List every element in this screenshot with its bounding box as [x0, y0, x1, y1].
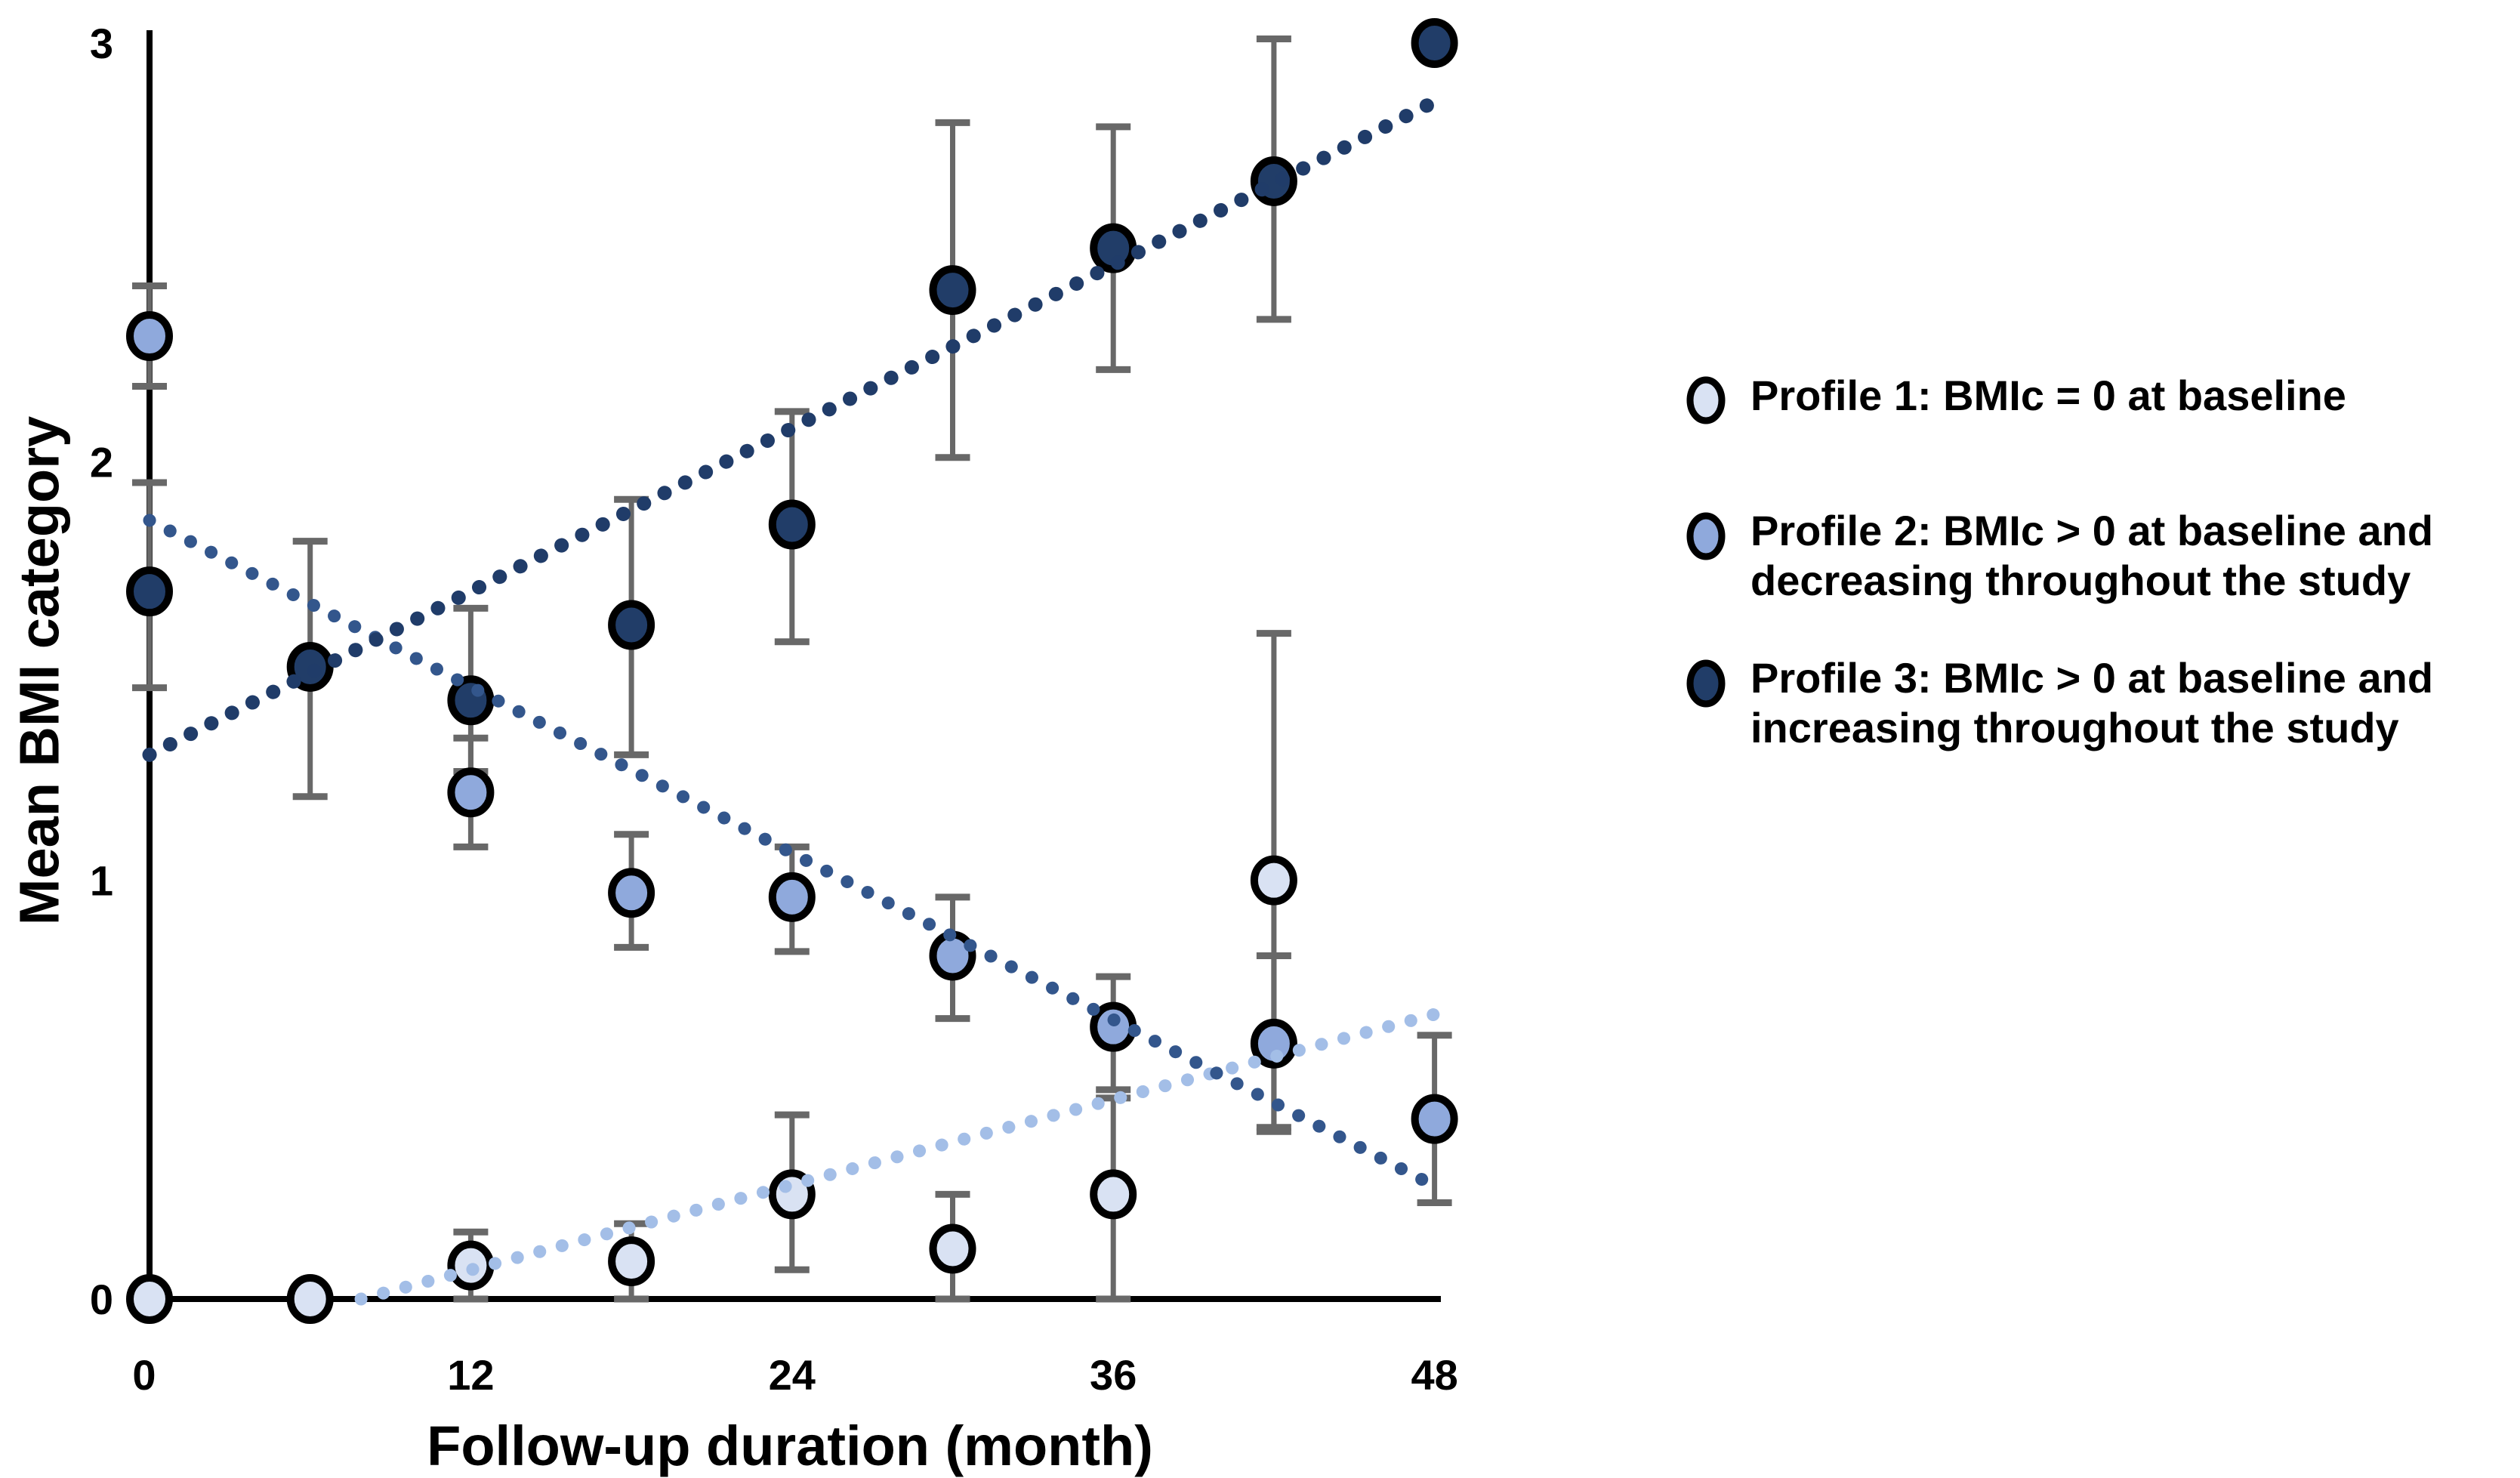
trend-line-profile3 [142, 94, 1442, 762]
data-point-profile2-m18 [608, 868, 655, 918]
data-point-profile2-m36 [1090, 1001, 1137, 1052]
data-point-profile2-m42 [1250, 1018, 1297, 1069]
x-axis-title-text: Follow-up duration (month) [427, 1415, 1153, 1477]
data-point-profile1-m42 [1250, 855, 1297, 906]
data-point-profile1-m30 [929, 1223, 976, 1274]
y-tick-label-3: 3 [90, 20, 113, 67]
data-point-profile3-m18 [608, 600, 655, 650]
data-point-profile3-m48 [1411, 18, 1458, 69]
data-point-profile2-m0 [126, 311, 173, 362]
trend-line-profile1 [354, 1007, 1442, 1306]
data-point-profile1-m6 [286, 1274, 334, 1324]
data-point-profile1-m0 [126, 1274, 173, 1324]
data-point-profile3-m0 [126, 566, 173, 617]
x-tick-label-24: 24 [769, 1351, 816, 1399]
y-tick-label-0: 0 [90, 1276, 113, 1323]
trend-line-profile2 [143, 514, 1442, 1193]
y-tick-label-1: 1 [90, 857, 113, 905]
data-point-profile2-m24 [768, 872, 816, 922]
data-point-profile3-m24 [768, 499, 816, 550]
x-tick-label-36: 36 [1090, 1351, 1137, 1399]
data-point-profile3-m30 [929, 265, 976, 316]
x-tick-label-48: 48 [1411, 1351, 1457, 1399]
y-axis-title: Mean BMI category [8, 415, 71, 926]
data-point-profile2-m48 [1411, 1094, 1458, 1144]
data-point-profile1-m36 [1090, 1169, 1137, 1220]
x-tick-label-0: 0 [132, 1351, 156, 1399]
data-point-profile2-m12 [447, 767, 495, 818]
x-tick-label-12: 12 [447, 1351, 494, 1399]
data-point-profile1-m18 [608, 1236, 655, 1287]
y-tick-label-2: 2 [90, 438, 113, 486]
